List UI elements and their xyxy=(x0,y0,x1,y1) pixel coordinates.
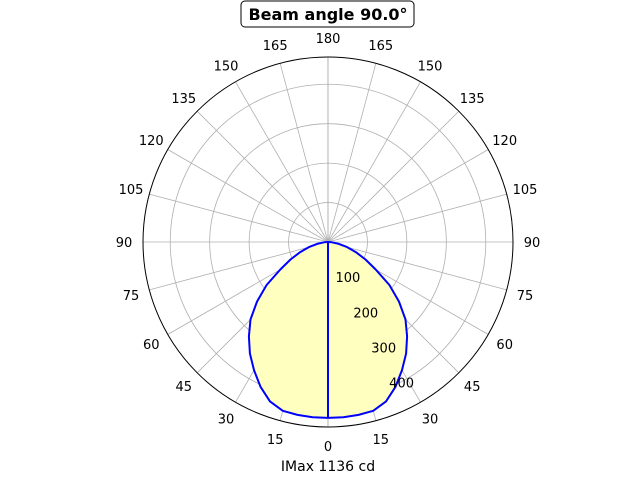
angle-tick-label: 105 xyxy=(513,183,538,198)
angle-tick-label: 30 xyxy=(218,413,235,428)
angle-tick-label: 15 xyxy=(373,433,390,448)
series xyxy=(247,241,409,419)
r-tick-label: 400 xyxy=(389,377,414,392)
angle-grid-line xyxy=(327,63,377,243)
angle-tick-label: 15 xyxy=(267,433,284,448)
series-line xyxy=(247,241,409,419)
angle-tick-label: 60 xyxy=(143,338,160,353)
angle-tick-label: 165 xyxy=(263,39,288,54)
r-tick-label: 200 xyxy=(353,306,378,321)
x-axis-label: IMax 1136 cd xyxy=(281,459,375,475)
angle-grid-line xyxy=(149,193,329,243)
angle-tick-label: 120 xyxy=(492,134,517,149)
angle-tick-label: 105 xyxy=(119,183,144,198)
angle-grid-line xyxy=(327,149,489,243)
angle-tick-label: 180 xyxy=(316,32,341,47)
angle-grid-line xyxy=(327,241,507,291)
labels: 0 15 15 30 30 45 45 60 60 75 75 90 90 105 105 120 120 135… xyxy=(116,32,541,455)
angle-tick-label: 0 xyxy=(324,440,332,455)
r-tick-label: 100 xyxy=(335,271,360,286)
angle-tick-label: 150 xyxy=(214,59,239,74)
angle-grid-line xyxy=(235,81,329,243)
angle-grid-line xyxy=(327,110,460,243)
angle-grid-line xyxy=(327,193,507,243)
angle-grid-line xyxy=(196,110,329,243)
angle-tick-label: 135 xyxy=(171,92,196,107)
title-box: Beam angle 90.0° xyxy=(240,0,415,28)
angle-tick-label: 75 xyxy=(123,289,140,304)
chart-title: Beam angle 90.0° xyxy=(248,5,407,24)
angle-tick-label: 120 xyxy=(139,134,164,149)
angle-tick-label: 45 xyxy=(176,380,193,395)
angle-tick-label: 30 xyxy=(422,413,439,428)
angle-grid-line xyxy=(167,149,329,243)
angle-grid-line xyxy=(279,63,329,243)
outer-circle xyxy=(142,56,514,428)
r-tick-label: 300 xyxy=(371,341,396,356)
angle-grid-line xyxy=(149,241,329,291)
angle-tick-label: 75 xyxy=(517,289,534,304)
angle-tick-label: 45 xyxy=(464,380,481,395)
angle-tick-label: 90 xyxy=(524,236,541,251)
angle-tick-label: 165 xyxy=(368,39,393,54)
angle-tick-label: 90 xyxy=(116,236,133,251)
angle-tick-label: 150 xyxy=(418,59,443,74)
angle-tick-label: 135 xyxy=(460,92,485,107)
angle-tick-label: 60 xyxy=(496,338,513,353)
angle-grid-line xyxy=(327,81,421,243)
